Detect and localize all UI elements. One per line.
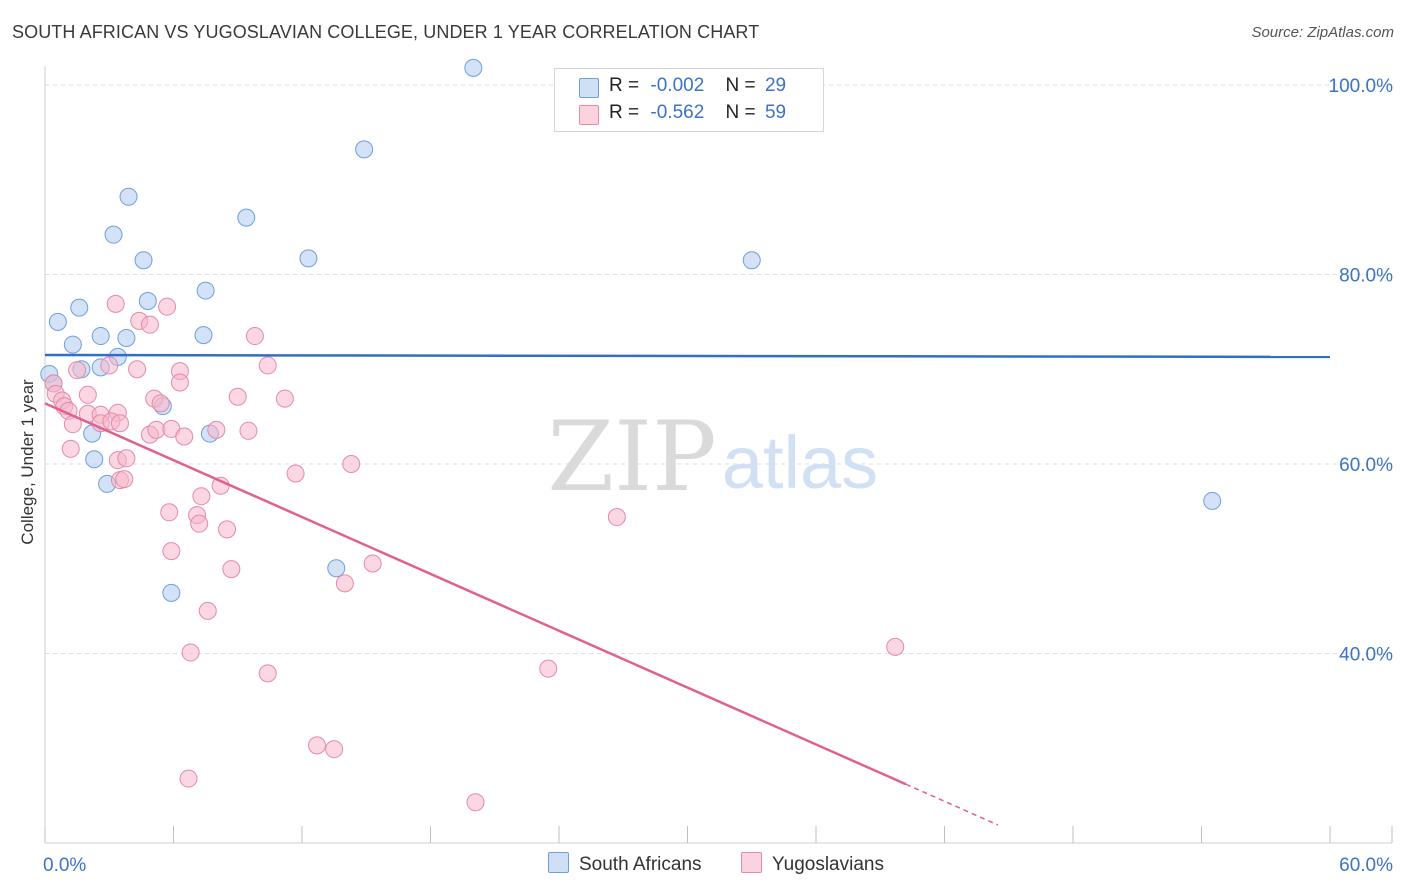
south-africans-point	[48, 312, 67, 331]
yugoslavians-point	[239, 421, 258, 440]
south-africans-point	[1203, 491, 1222, 510]
south-africans-point	[196, 281, 215, 300]
south-africans-point	[742, 251, 761, 270]
legend-item-yugoslavians[interactable]: Yugoslavians	[741, 852, 884, 876]
watermark: ZIP atlas	[547, 401, 878, 513]
yugoslavians-point	[539, 659, 558, 678]
yugoslavians-point	[158, 297, 177, 316]
south-africans-point	[85, 450, 104, 469]
yugoslavians-point	[886, 637, 905, 656]
r-value: -0.562	[650, 102, 705, 123]
yugoslavians-point	[160, 503, 179, 522]
south-africans-point	[194, 326, 213, 345]
legend-label: South Africans	[579, 854, 702, 875]
yugoslavians-point	[198, 601, 217, 620]
south-africans-point	[63, 335, 82, 354]
yugoslavians-point	[147, 420, 166, 439]
n-label: N =	[725, 75, 756, 96]
yugoslavians-point	[117, 449, 136, 468]
south-africans-point	[91, 327, 110, 346]
yugoslavians-point	[78, 385, 97, 404]
x-tick-label: 0.0%	[43, 855, 86, 876]
yugoslavians-point	[228, 387, 247, 406]
tick-labels: 100.0% 80.0% 60.0% 40.0% 0.0% 60.0%	[43, 76, 1393, 876]
south-africans-point	[464, 58, 483, 77]
yugoslavians-point	[207, 420, 226, 439]
y-tick-label: 60.0%	[1339, 455, 1393, 476]
yugoslavians-trend-line	[44, 402, 907, 786]
r-label: R =	[609, 102, 640, 123]
x-tick-label: 60.0%	[1339, 855, 1393, 876]
yugoslavians-point	[106, 294, 125, 313]
r-value: -0.002	[650, 75, 705, 96]
south-africans-point	[138, 291, 157, 310]
yugoslavians-point	[115, 470, 134, 489]
south-africans-point	[117, 328, 136, 347]
yugoslavians-point	[245, 327, 264, 346]
yugoslavians-point	[466, 793, 485, 812]
n-label: N =	[725, 102, 756, 123]
yugoslavians-point	[170, 373, 189, 392]
yugoslavians-trend-extension	[905, 783, 999, 826]
yugoslavians-point	[307, 736, 326, 755]
trend-lines	[44, 353, 1331, 826]
y-tick-label: 40.0%	[1339, 644, 1393, 665]
yugoslavians-point	[325, 740, 344, 759]
yugoslavians-point	[162, 542, 181, 561]
yugoslavians-point	[286, 464, 305, 483]
yugoslavians-point	[222, 560, 241, 579]
yugoslavians-point	[335, 574, 354, 593]
yugoslavians-legend-swatch	[741, 852, 762, 873]
south-africans-trend-line	[44, 353, 1331, 359]
south-africans-point	[237, 208, 256, 227]
axes	[44, 66, 1393, 844]
watermark-atlas: atlas	[722, 421, 878, 504]
yugoslavians-point	[140, 315, 159, 334]
n-value: 59	[764, 102, 787, 123]
legend-item-south-africans[interactable]: South Africans	[548, 852, 702, 876]
south-africans-swatch	[579, 78, 599, 98]
yugoslavians-point	[175, 427, 194, 446]
south-africans-point	[162, 583, 181, 602]
south-africans-point	[299, 249, 318, 268]
n-value: 29	[764, 75, 787, 96]
south-africans-point	[355, 140, 374, 159]
south-africans-point	[134, 251, 153, 270]
legend-label: Yugoslavians	[772, 854, 884, 875]
gridlines	[45, 84, 1392, 654]
south-africans-point	[104, 225, 123, 244]
yugoslavians-point	[68, 361, 87, 380]
yugoslavians-point	[190, 514, 209, 533]
south-africans-point	[327, 559, 346, 578]
chart-title: SOUTH AFRICAN VS YUGOSLAVIAN COLLEGE, UN…	[12, 22, 760, 42]
yugoslavians-point	[179, 769, 198, 788]
yugoslavians-point	[110, 414, 129, 433]
yugoslavians-point	[607, 508, 626, 527]
watermark-zip: ZIP	[547, 401, 716, 513]
source-label: Source: ZipAtlas.com	[1251, 24, 1394, 41]
y-tick-label: 80.0%	[1339, 265, 1393, 286]
yugoslavians-point	[128, 360, 147, 379]
y-axis-label: College, Under 1 year	[18, 379, 37, 545]
yugoslavians-swatch	[579, 105, 599, 125]
south-africans-point	[119, 187, 138, 206]
yugoslavians-point	[181, 643, 200, 662]
yugoslavians-point	[100, 356, 119, 375]
yugoslavians-point	[258, 356, 277, 375]
stats-legend: R = -0.002 N = 29 R = -0.562 N = 59	[554, 68, 824, 132]
y-tick-label: 100.0%	[1329, 76, 1394, 97]
r-label: R =	[609, 75, 640, 96]
yugoslavians-point	[275, 389, 294, 408]
yugoslavians-point	[363, 554, 382, 573]
south-africans-point	[70, 298, 89, 317]
yugoslavians-point	[192, 487, 211, 506]
yugoslavians-point	[258, 664, 277, 683]
yugoslavians-point	[342, 454, 361, 473]
south-africans-legend-swatch	[548, 852, 569, 873]
yugoslavians-point	[61, 439, 80, 458]
yugoslavians-point	[151, 394, 170, 413]
yugoslavians-point	[218, 520, 237, 539]
